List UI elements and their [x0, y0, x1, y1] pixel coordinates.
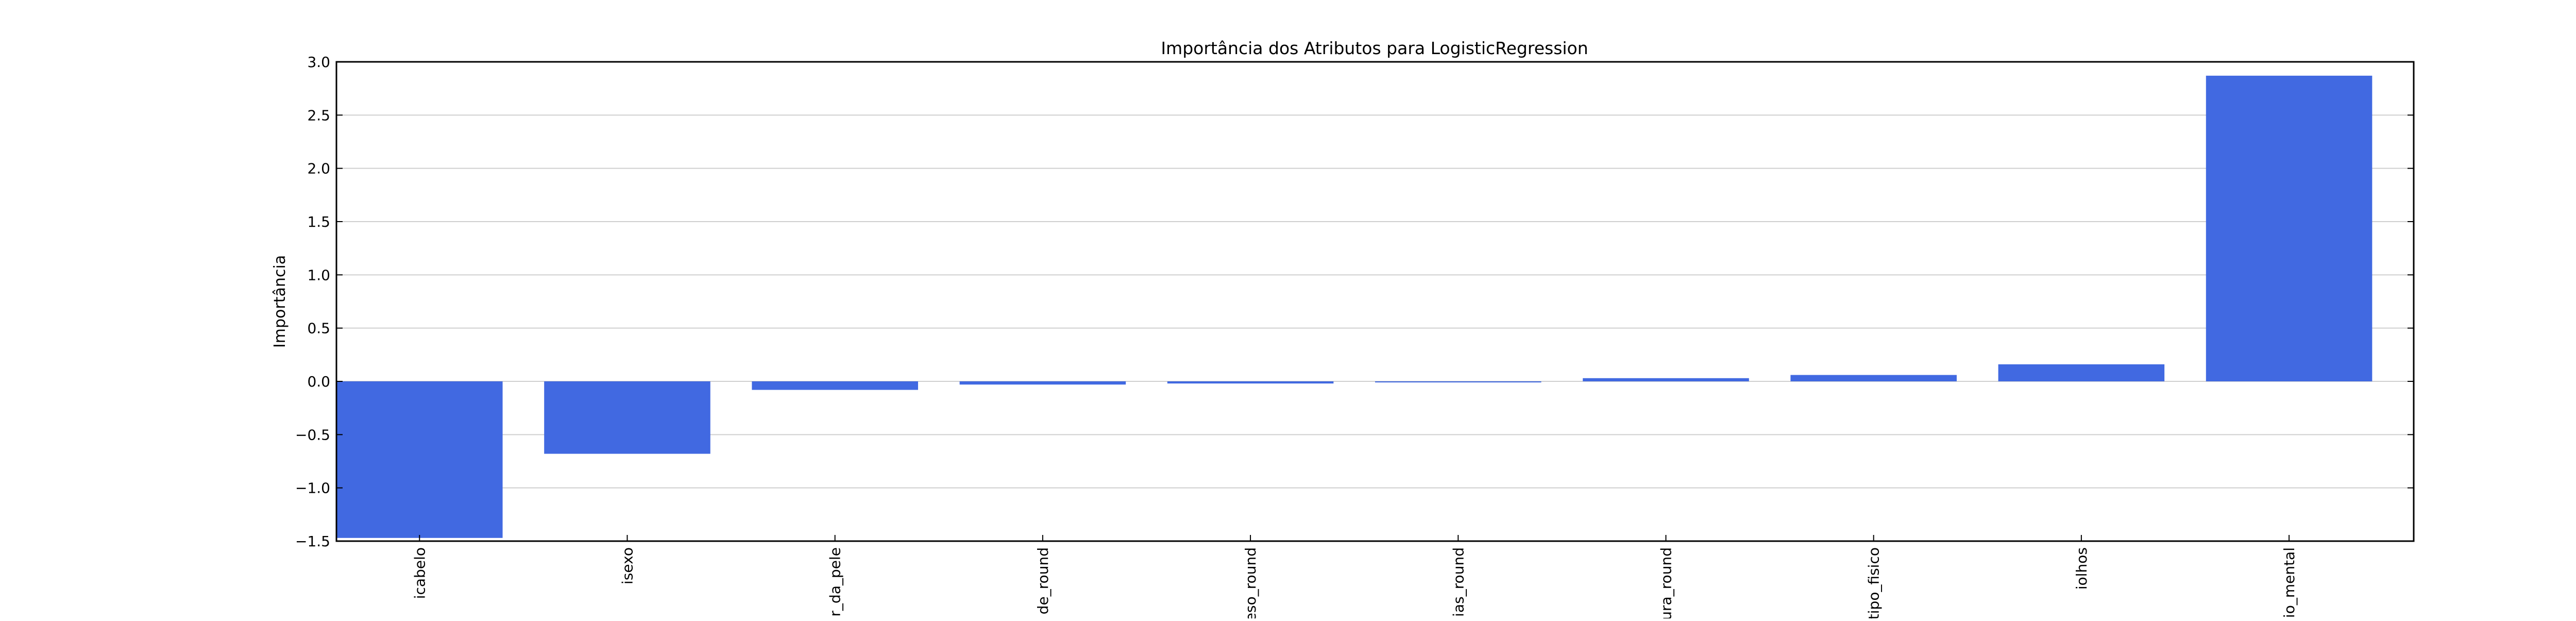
x-tick-label: tipo_fisico: [1866, 547, 1883, 618]
bar: [959, 381, 1126, 385]
y-tick-label: −1.5: [295, 533, 330, 550]
x-tick-label: ura_round: [1657, 547, 1674, 618]
y-axis-ticks: −1.5 −1.0 −0.5 0.0 0.5 1.0 1.5 2.0 2.5 3.0: [295, 54, 2414, 550]
x-tick-label: r_da_pele: [827, 547, 844, 616]
bar: [752, 381, 918, 390]
y-tick-label: 2.5: [307, 107, 330, 124]
bar: [336, 381, 503, 538]
bar: [1790, 375, 1957, 381]
x-tick-label: eso_round: [1242, 547, 1259, 618]
bar: [1998, 364, 2165, 381]
bar: [1167, 381, 1334, 384]
y-tick-label: 2.0: [307, 160, 330, 177]
chart-title: Importância dos Atributos para LogisticR…: [1161, 38, 1588, 58]
y-tick-label: 1.0: [307, 266, 330, 283]
y-axis-label: Importância: [271, 255, 289, 348]
bar: [544, 381, 710, 454]
x-tick-label: io_mental: [2281, 547, 2298, 618]
y-tick-label: 0.5: [307, 320, 330, 337]
bar: [2206, 75, 2372, 381]
plot-frame: [335, 61, 2415, 542]
y-tick-label: 3.0: [307, 54, 330, 71]
bar: [1375, 381, 1541, 383]
bars: [336, 75, 2372, 538]
x-tick-label: isexo: [619, 547, 636, 584]
x-tick-label: de_round: [1035, 547, 1052, 614]
x-tick-label: icabelo: [411, 547, 428, 599]
y-tick-label: −1.0: [295, 480, 330, 497]
y-tick-label: 1.5: [307, 213, 330, 230]
x-axis-ticks: icabelo isexo r_da_pele de_round eso_round ia…: [411, 535, 2298, 621]
y-tick-label: 0.0: [307, 373, 330, 390]
bar: [1583, 378, 1749, 381]
y-tick-label: −0.5: [295, 426, 330, 443]
x-tick-label: ias_round: [1450, 547, 1467, 617]
x-tick-label: iolhos: [2073, 547, 2090, 590]
